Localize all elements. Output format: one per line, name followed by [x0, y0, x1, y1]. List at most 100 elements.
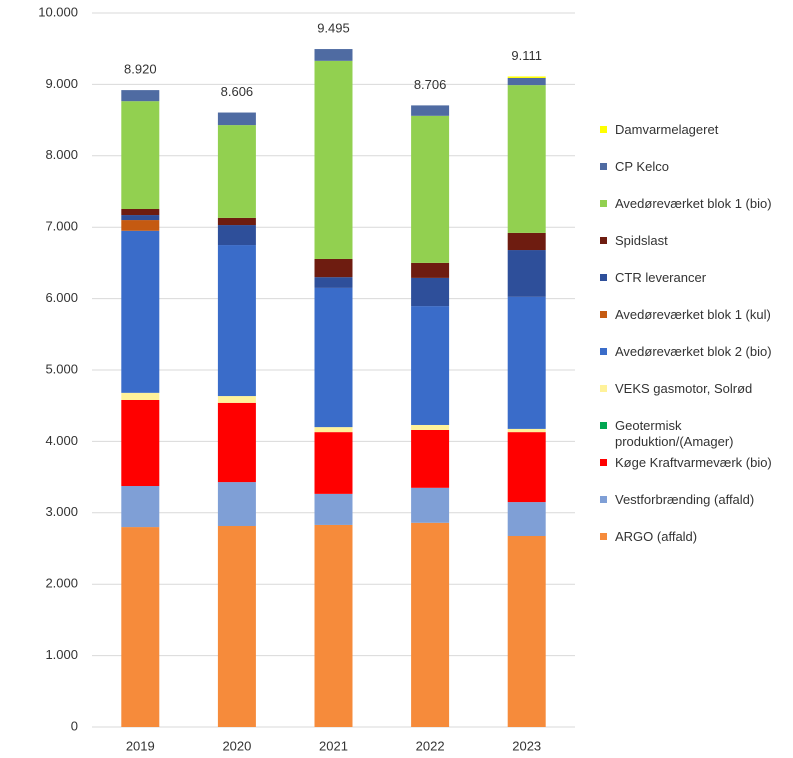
legend-label: Vestforbrænding (affald): [615, 492, 755, 507]
bar-segment: [314, 49, 353, 61]
bar-segment: [411, 306, 450, 425]
x-tick-label: 2021: [319, 738, 348, 753]
legend-entry: Vestforbrænding (affald): [600, 492, 790, 529]
bar-segment: [507, 77, 546, 86]
legend-swatch: [600, 459, 607, 466]
legend-label: ARGO (affald): [615, 529, 698, 544]
bar-segment: [507, 502, 546, 537]
x-tick-label: 2019: [126, 738, 155, 753]
bar-segment: [507, 428, 546, 433]
bar-segment: [507, 76, 546, 78]
legend-swatch: [600, 348, 607, 355]
legend-label: Køge Kraftvarmeværk (bio): [615, 455, 772, 470]
bar-segment: [217, 402, 256, 483]
bar-segment: [121, 392, 160, 400]
bar-segment: [121, 220, 160, 231]
bar-segment: [121, 208, 160, 216]
bar-segment: [314, 432, 353, 494]
bar-segment: [217, 526, 256, 727]
legend-swatch: [600, 126, 607, 133]
legend-entry: ARGO (affald): [600, 529, 790, 566]
bar-segment: [314, 277, 353, 288]
x-tick-label: 2023: [512, 738, 541, 753]
legend-swatch: [600, 422, 607, 429]
bar-segment: [217, 217, 256, 226]
bar-segment: [411, 262, 450, 278]
legend-label: VEKS gasmotor, Solrød: [615, 381, 753, 396]
bar-segment: [411, 522, 450, 727]
bar-segment: [507, 432, 546, 503]
legend-swatch: [600, 237, 607, 244]
bar-segment: [121, 527, 160, 727]
bar-segment: [217, 112, 256, 126]
bar-segment: [411, 277, 450, 307]
y-tick-label: 5.000: [45, 361, 78, 376]
legend-label: Avedøreværket blok 1 (kul): [615, 307, 771, 322]
bar-segment: [411, 424, 450, 430]
legend-entry: Geotermisk produktion/(Amager): [600, 418, 790, 455]
legend-entry: Avedøreværket blok 2 (bio): [600, 344, 790, 381]
bar-segment: [121, 486, 160, 528]
bar-segment: [507, 232, 546, 251]
total-label: 8.606: [221, 84, 254, 99]
bar-segment: [411, 429, 450, 488]
legend-label: Avedøreværket blok 2 (bio): [615, 344, 772, 359]
bar-segment: [314, 493, 353, 525]
bar-segment: [314, 60, 353, 259]
bar-segment: [314, 258, 353, 278]
bar-segment: [121, 230, 160, 393]
y-tick-label: 2.000: [45, 576, 78, 591]
legend-entry: Avedøreværket blok 1 (kul): [600, 307, 790, 344]
legend-label: Damvarmelageret: [615, 122, 719, 137]
total-label: 8.706: [414, 77, 447, 92]
legend-swatch: [600, 533, 607, 540]
bar-segment: [411, 115, 450, 263]
legend-entry: Avedøreværket blok 1 (bio): [600, 196, 790, 233]
legend: Damvarmelageret CP Kelco Avedøreværket blo…: [600, 122, 790, 566]
y-tick-label: 4.000: [45, 433, 78, 448]
total-label: 9.111: [511, 48, 542, 63]
y-tick-label: 8.000: [45, 147, 78, 162]
y-tick-label: 0: [71, 718, 78, 733]
bar-segment: [411, 487, 450, 523]
bar-segment: [217, 482, 256, 527]
bar-segment: [217, 396, 256, 403]
bar-segment: [507, 85, 546, 233]
legend-label: Geotermisk produktion/(Amager): [615, 418, 734, 449]
legend-label: CP Kelco: [615, 159, 669, 174]
x-tick-label: 2022: [416, 738, 445, 753]
bar-segment: [121, 215, 160, 221]
y-tick-label: 10.000: [38, 4, 78, 19]
bar-segment: [314, 524, 353, 727]
legend-swatch: [600, 311, 607, 318]
bar-segment: [314, 287, 353, 428]
x-tick-label: 2020: [222, 738, 251, 753]
bar-segment: [217, 245, 256, 397]
legend-label: CTR leverancer: [615, 270, 707, 285]
legend-swatch: [600, 274, 607, 281]
legend-swatch: [600, 385, 607, 392]
legend-entry: CTR leverancer: [600, 270, 790, 307]
total-label: 9.495: [317, 20, 350, 35]
legend-entry: VEKS gasmotor, Solrød: [600, 381, 790, 418]
bar-segment: [217, 225, 256, 246]
legend-entry: Spidslast: [600, 233, 790, 270]
total-label: 8.920: [124, 62, 157, 77]
y-tick-label: 9.000: [45, 76, 78, 91]
bar-segment: [411, 105, 450, 116]
legend-entry: CP Kelco: [600, 159, 790, 196]
legend-swatch: [600, 496, 607, 503]
legend-swatch: [600, 163, 607, 170]
legend-label: Spidslast: [615, 233, 668, 248]
legend-entry: Køge Kraftvarmeværk (bio): [600, 455, 790, 492]
legend-swatch: [600, 200, 607, 207]
bar-segment: [507, 296, 546, 429]
legend-label: Avedøreværket blok 1 (bio): [615, 196, 772, 211]
y-tick-label: 1.000: [45, 647, 78, 662]
legend-entry: Damvarmelageret: [600, 122, 790, 159]
bar-segment: [217, 125, 256, 218]
bar-segment: [507, 536, 546, 727]
y-tick-label: 6.000: [45, 290, 78, 305]
